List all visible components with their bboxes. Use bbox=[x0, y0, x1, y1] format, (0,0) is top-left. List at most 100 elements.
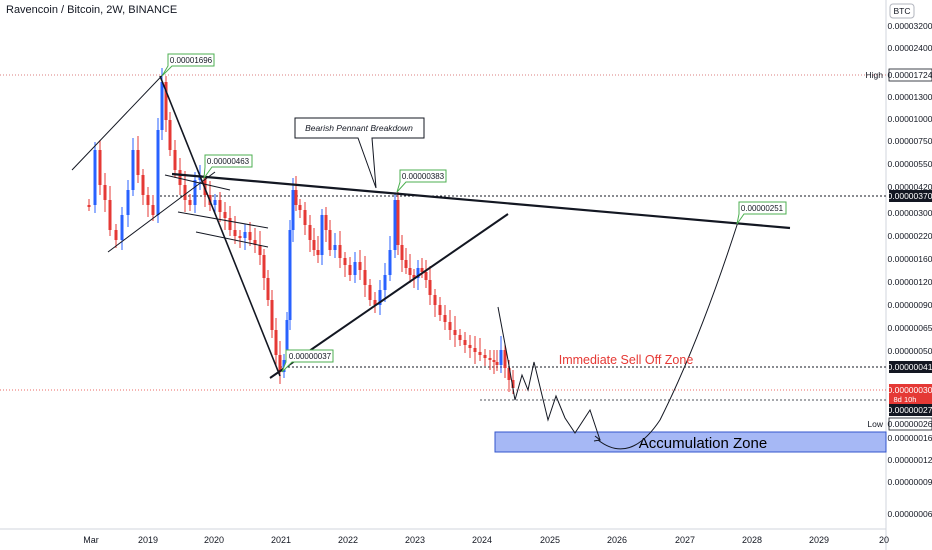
candle-body bbox=[400, 245, 404, 260]
projected-path bbox=[497, 306, 601, 441]
accumulation-label: Accumulation Zone bbox=[639, 435, 767, 452]
resistance-badge bbox=[889, 190, 932, 202]
pennant-callout[interactable]: Bearish Pennant Breakdown bbox=[294, 117, 425, 189]
accumulation-zone[interactable] bbox=[494, 431, 887, 453]
low-badge bbox=[888, 417, 932, 431]
callout-5[interactable]: 0.00000251 bbox=[736, 201, 787, 225]
candle-body bbox=[348, 265, 352, 275]
flag-upper-line bbox=[164, 174, 231, 191]
price-tick-label: 0.00000160 bbox=[888, 254, 932, 264]
price-tick-label: 0.00001000 bbox=[888, 114, 932, 124]
price-tick-label: 0.00001300 bbox=[888, 92, 932, 102]
time-tick-label: 2023 bbox=[405, 535, 425, 545]
candle-body bbox=[428, 280, 432, 295]
candle-body bbox=[478, 352, 482, 355]
currency-badge[interactable]: BTC bbox=[889, 3, 915, 19]
price-tick-label: 0.00000120 bbox=[888, 277, 932, 287]
candle-body bbox=[223, 212, 227, 218]
chart-title: Ravencoin / Bitcoin, 2W, BINANCE bbox=[6, 4, 178, 16]
candle-body bbox=[495, 362, 499, 365]
high-label: High bbox=[866, 70, 884, 80]
candle-body bbox=[438, 305, 442, 315]
candle-body bbox=[183, 185, 187, 200]
candle-body bbox=[108, 200, 112, 230]
time-tick-label: 2021 bbox=[271, 535, 291, 545]
candle-body bbox=[262, 255, 266, 278]
candle-body bbox=[160, 82, 164, 130]
candle-body bbox=[320, 215, 324, 255]
candle-body bbox=[213, 200, 217, 205]
candle-body bbox=[316, 250, 320, 255]
candle-body bbox=[193, 180, 197, 205]
candle-body bbox=[120, 215, 124, 240]
time-tick-label: 2025 bbox=[540, 535, 560, 545]
time-tick-label: 2026 bbox=[607, 535, 627, 545]
candle-body bbox=[203, 175, 207, 195]
pennant-upper-line bbox=[171, 172, 791, 230]
candle-body bbox=[173, 150, 177, 170]
channel-lower-line bbox=[107, 171, 216, 253]
candle-body bbox=[146, 195, 150, 205]
time-tick-label: 20 bbox=[879, 535, 889, 545]
time-axis[interactable]: Mar 2019 2020 2021 2022 2023 2024 2025 2026 2027 2… bbox=[83, 535, 889, 545]
candle-body bbox=[87, 205, 91, 207]
candle-body bbox=[266, 278, 270, 300]
callout-2[interactable]: 0.00000463 bbox=[203, 154, 253, 180]
price-tick-label: 0.00000550 bbox=[888, 159, 932, 169]
candle-body bbox=[258, 245, 262, 255]
price-axis[interactable]: 0.00003200 0.00002400 0.00001300 0.00001000… bbox=[888, 21, 932, 519]
callout-2-text: 0.00000463 bbox=[207, 157, 250, 166]
time-tick-label: 2028 bbox=[742, 535, 762, 545]
candle-body bbox=[373, 300, 377, 305]
candles bbox=[87, 68, 515, 394]
candle-body bbox=[114, 230, 118, 240]
candle-body bbox=[388, 250, 392, 275]
candle-body bbox=[433, 295, 437, 305]
callout-3[interactable]: 0.00000383 bbox=[396, 169, 447, 193]
callout-1[interactable]: 0.00001696 bbox=[161, 53, 215, 77]
channel-upper-line bbox=[71, 61, 176, 171]
candle-body bbox=[288, 230, 292, 320]
candle-body bbox=[353, 262, 357, 275]
time-tick-label: Mar bbox=[83, 535, 99, 545]
candle-body bbox=[458, 335, 462, 340]
candle-body bbox=[424, 272, 428, 280]
candle-body bbox=[396, 200, 400, 245]
price-tick-label: 0.00000300 bbox=[888, 208, 932, 218]
candle-body bbox=[343, 258, 347, 265]
low-label: Low bbox=[867, 419, 883, 429]
high-value: 0.00001724 bbox=[888, 70, 932, 80]
candle-body bbox=[358, 262, 362, 270]
callout-3-text: 0.00000383 bbox=[402, 172, 445, 181]
candle-body bbox=[507, 368, 511, 380]
callout-1-text: 0.00001696 bbox=[170, 56, 213, 65]
currency-label: BTC bbox=[894, 6, 911, 16]
current-price-badge bbox=[889, 384, 932, 404]
candle-body bbox=[499, 350, 503, 365]
candle-body bbox=[443, 315, 447, 322]
price-tick-label: 0.00000009 bbox=[888, 477, 932, 487]
recovery-curve bbox=[597, 221, 739, 450]
price-tick-label: 0.00000012 bbox=[888, 455, 932, 465]
candle-body bbox=[270, 300, 274, 330]
axis-badges: High 0.00001724 0.00000370 0.00000041 0.… bbox=[866, 68, 932, 431]
candle-body bbox=[420, 268, 424, 272]
callout-4[interactable]: 0.00000037 bbox=[281, 349, 334, 373]
candle-body bbox=[408, 268, 412, 275]
candle-body bbox=[156, 130, 160, 215]
candle-body bbox=[248, 232, 252, 240]
callout-5-text: 0.00000251 bbox=[741, 204, 784, 213]
callout-4-text: 0.00000037 bbox=[289, 352, 332, 361]
candle-body bbox=[278, 355, 282, 372]
candle-body bbox=[416, 268, 420, 278]
candle-body bbox=[243, 232, 247, 238]
flag-lower-line bbox=[195, 231, 269, 248]
projected-arrow bbox=[593, 435, 602, 442]
flag-mid-line bbox=[177, 211, 269, 229]
candle-body bbox=[328, 230, 332, 250]
candle-body bbox=[448, 322, 452, 330]
candle-body bbox=[228, 218, 232, 230]
resistance-value: 0.00000370 bbox=[888, 191, 932, 201]
candle-body bbox=[511, 380, 515, 388]
